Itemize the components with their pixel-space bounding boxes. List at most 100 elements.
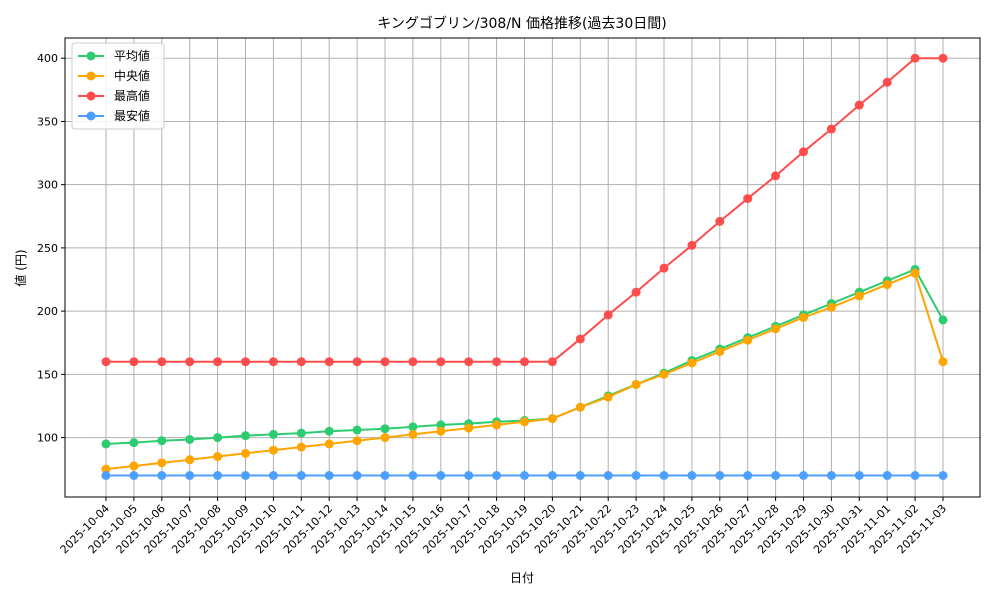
data-point bbox=[268, 445, 278, 455]
data-point bbox=[659, 471, 669, 481]
y-tick-label: 400 bbox=[37, 52, 58, 65]
data-point bbox=[324, 426, 334, 436]
data-point bbox=[101, 464, 111, 474]
data-point bbox=[575, 402, 585, 412]
data-point bbox=[185, 357, 195, 367]
data-point bbox=[882, 77, 892, 87]
data-point bbox=[296, 428, 306, 438]
data-point bbox=[743, 335, 753, 345]
data-point bbox=[324, 357, 334, 367]
data-point bbox=[715, 216, 725, 226]
data-point bbox=[799, 471, 808, 481]
data-point bbox=[492, 357, 502, 367]
data-point bbox=[938, 53, 948, 63]
chart-title: キングゴブリン/308/N 価格推移(過去30日間) bbox=[377, 15, 666, 32]
data-point bbox=[938, 357, 948, 367]
data-point bbox=[296, 357, 306, 367]
data-point bbox=[659, 369, 669, 379]
data-point bbox=[715, 471, 725, 481]
legend-marker bbox=[86, 91, 96, 101]
series-group bbox=[101, 53, 948, 481]
data-point bbox=[241, 431, 250, 441]
data-point bbox=[129, 357, 139, 367]
data-point bbox=[157, 471, 167, 481]
data-point bbox=[380, 471, 390, 481]
data-point bbox=[436, 357, 446, 367]
data-point bbox=[213, 357, 223, 367]
data-point bbox=[101, 471, 111, 481]
legend-box bbox=[71, 42, 165, 130]
data-point bbox=[408, 471, 418, 481]
data-point bbox=[352, 436, 362, 446]
x-axis-label: 日付 bbox=[510, 571, 534, 585]
data-point bbox=[492, 471, 502, 481]
data-point bbox=[743, 194, 753, 204]
legend-marker bbox=[86, 51, 96, 61]
data-point bbox=[185, 434, 195, 444]
data-point bbox=[129, 471, 139, 481]
data-point bbox=[436, 420, 446, 430]
data-point bbox=[380, 357, 390, 367]
data-point bbox=[157, 357, 167, 367]
legend-label: 最安値 bbox=[114, 108, 150, 123]
data-point bbox=[854, 291, 864, 301]
data-point bbox=[185, 471, 195, 481]
data-point bbox=[380, 424, 390, 434]
data-point bbox=[882, 471, 892, 481]
data-point bbox=[799, 147, 808, 157]
x-axis: 2025-10-042025-10-052025-10-062025-10-07… bbox=[58, 497, 949, 556]
data-point bbox=[547, 471, 557, 481]
data-point bbox=[771, 324, 781, 334]
data-point bbox=[268, 357, 278, 367]
y-axis: 100 150 200 250 300 350 400 bbox=[37, 52, 65, 445]
data-point bbox=[408, 357, 418, 367]
data-point bbox=[324, 439, 334, 449]
data-point bbox=[464, 423, 474, 433]
data-point bbox=[241, 448, 250, 458]
y-tick-label: 100 bbox=[37, 432, 58, 445]
data-point bbox=[938, 315, 948, 325]
data-point bbox=[826, 302, 836, 312]
plot-frame bbox=[64, 37, 981, 498]
data-point bbox=[520, 471, 529, 481]
data-point bbox=[910, 471, 920, 481]
data-point bbox=[854, 100, 864, 110]
data-point bbox=[380, 433, 390, 443]
data-point bbox=[631, 471, 641, 481]
data-point bbox=[631, 379, 641, 389]
y-tick-label: 200 bbox=[37, 305, 58, 318]
data-point bbox=[241, 357, 250, 367]
data-point bbox=[352, 425, 362, 435]
data-point bbox=[129, 461, 139, 471]
data-point bbox=[575, 334, 585, 344]
data-point bbox=[296, 442, 306, 452]
legend-label: 最高値 bbox=[114, 88, 150, 103]
data-point bbox=[687, 471, 697, 481]
data-point bbox=[603, 310, 613, 320]
data-point bbox=[687, 240, 697, 250]
data-point bbox=[910, 53, 920, 63]
data-point bbox=[408, 429, 418, 439]
data-point bbox=[436, 426, 446, 436]
data-point bbox=[826, 471, 836, 481]
data-point bbox=[603, 471, 613, 481]
data-point bbox=[213, 471, 223, 481]
legend-marker bbox=[86, 111, 96, 121]
data-point bbox=[603, 392, 613, 402]
data-point bbox=[520, 417, 529, 427]
data-point bbox=[631, 287, 641, 297]
data-point bbox=[101, 439, 111, 449]
data-point bbox=[464, 357, 474, 367]
data-point bbox=[324, 471, 334, 481]
data-point bbox=[492, 420, 502, 430]
y-tick-label: 300 bbox=[37, 179, 58, 192]
data-point bbox=[715, 347, 725, 357]
data-point bbox=[352, 471, 362, 481]
data-point bbox=[938, 471, 948, 481]
data-point bbox=[743, 471, 753, 481]
data-point bbox=[799, 312, 808, 322]
y-tick-label: 150 bbox=[37, 368, 58, 381]
